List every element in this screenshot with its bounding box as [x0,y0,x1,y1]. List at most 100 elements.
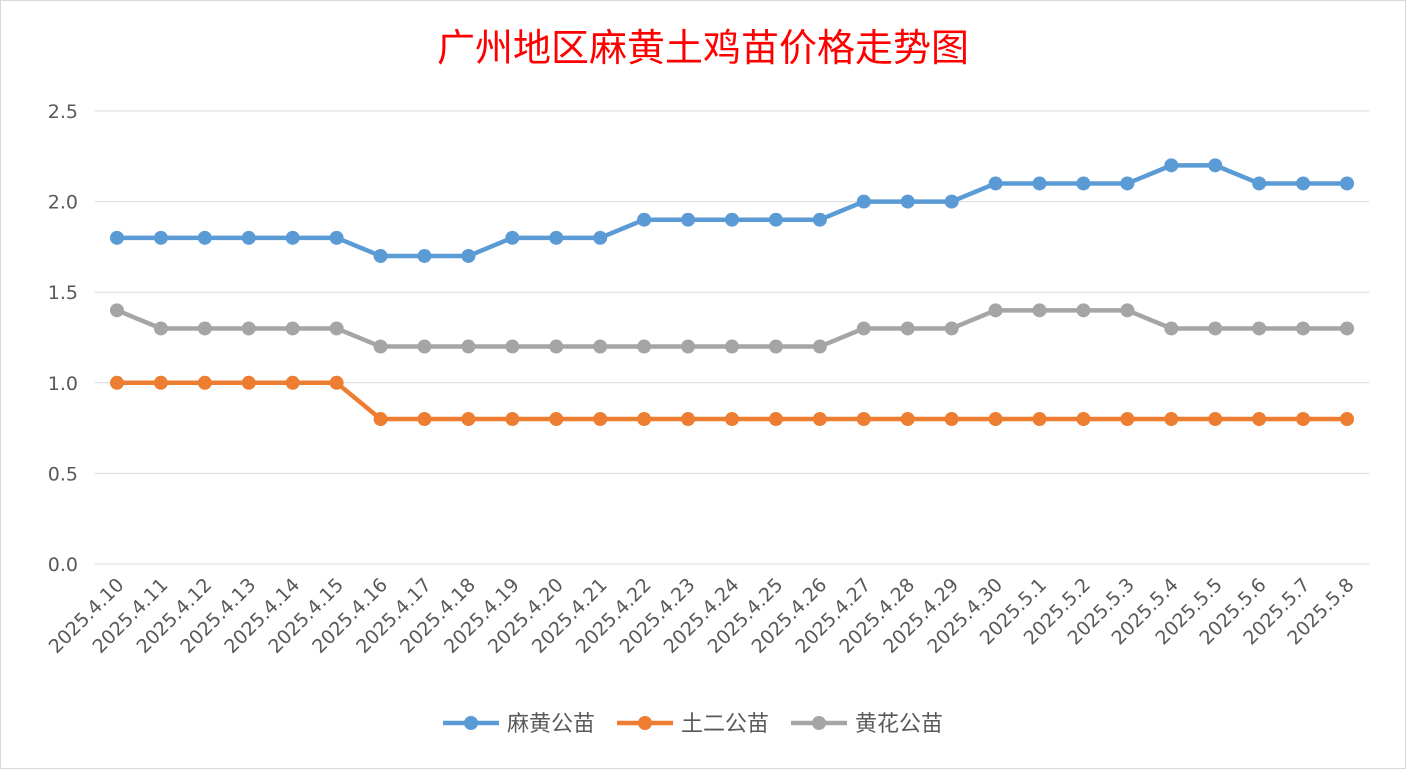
data-point [109,375,124,390]
data-point [153,375,168,390]
legend-label: 麻黄公苗 [507,712,595,737]
data-point [1296,176,1311,191]
data-point [417,248,432,263]
series-1 [109,375,1355,427]
data-point [856,321,871,336]
data-point [417,339,432,354]
data-point [593,339,608,354]
data-point [1120,412,1135,427]
data-point [1076,412,1091,427]
data-point [681,339,696,354]
data-point [549,412,564,427]
data-point [1208,158,1223,173]
data-point [373,412,388,427]
data-point [637,339,652,354]
data-point [1032,176,1047,191]
y-tick-label: 0.5 [48,463,78,485]
data-point [637,412,652,427]
data-point [329,230,344,245]
data-point [1252,412,1267,427]
data-point [197,321,212,336]
data-point [988,303,1003,318]
data-point [1340,176,1355,191]
data-point [1164,321,1179,336]
data-point [1076,303,1091,318]
data-point [285,230,300,245]
data-point [812,212,827,227]
data-point [1252,321,1267,336]
data-point [329,375,344,390]
y-tick-label: 0.0 [48,554,78,576]
data-point [1120,303,1135,318]
data-point [1076,176,1091,191]
data-point [197,375,212,390]
data-point [285,375,300,390]
y-axis-ticks: 0.0 0.5 1.0 1.5 2.0 2.5 [48,101,78,576]
data-point [1296,412,1311,427]
y-tick-label: 2.0 [48,192,78,214]
data-point [944,412,959,427]
legend: 麻黄公苗 土二公苗 黄花公苗 [443,712,943,737]
data-point [1164,412,1179,427]
data-point [812,339,827,354]
series-line [116,163,1348,259]
legend-label: 土二公苗 [681,712,769,737]
data-point [241,230,256,245]
data-point [593,230,608,245]
chart-title: 广州地区麻黄土鸡苗价格走势图 [437,26,969,70]
data-point [725,339,739,354]
data-point [549,230,564,245]
y-tick-label: 1.5 [48,282,78,304]
series-2 [109,303,1355,354]
data-point [1208,412,1223,427]
data-point [197,230,212,245]
data-point [900,194,915,209]
data-point [988,412,1003,427]
data-point [988,176,1003,191]
legend-label: 黄花公苗 [855,712,943,737]
data-point [768,212,783,227]
data-point [1164,158,1179,173]
legend-item: 土二公苗 [617,712,769,737]
data-point [593,412,608,427]
data-point [1032,412,1047,427]
data-point [1208,321,1223,336]
legend-marker [464,716,478,730]
series-0 [109,158,1355,263]
y-tick-label: 2.5 [48,101,78,123]
legend-item: 麻黄公苗 [443,712,595,737]
data-point [856,194,871,209]
data-point [285,321,300,336]
data-point [944,321,959,336]
series-lines [109,158,1355,427]
data-point [637,212,652,227]
data-point [505,230,520,245]
y-tick-label: 1.0 [48,373,78,395]
data-point [461,339,476,354]
data-point [1340,321,1355,336]
data-point [768,412,783,427]
data-point [1032,303,1047,318]
data-point [373,248,388,263]
data-point [681,212,696,227]
data-point [900,321,915,336]
legend-marker [638,716,652,730]
data-point [856,412,871,427]
data-point [900,412,915,427]
data-point [373,339,388,354]
data-point [549,339,564,354]
data-point [725,212,739,227]
data-point [768,339,783,354]
data-point [241,321,256,336]
gridlines [95,110,1369,565]
data-point [461,248,476,263]
data-point [417,412,432,427]
x-axis-ticks: 2025.4.102025.4.112025.4.122025.4.132025… [45,574,1359,658]
data-point [109,303,124,318]
data-point [812,412,827,427]
data-point [153,321,168,336]
data-point [1252,176,1267,191]
data-point [1340,412,1355,427]
